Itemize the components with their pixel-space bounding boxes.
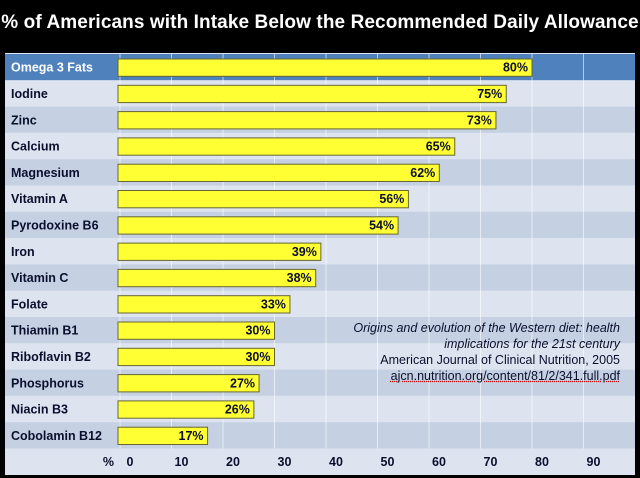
citation-url: ajcn.nutrition.org/content/81/2/341.full… — [390, 369, 620, 383]
bar — [117, 426, 209, 446]
category-label: Iron — [11, 245, 35, 259]
tick-label: 60 — [432, 455, 446, 469]
row-band — [5, 369, 635, 396]
category-label: Thiamin B1 — [11, 324, 78, 338]
value-label: 33% — [261, 297, 286, 311]
category-label: Vitamin A — [11, 192, 68, 206]
tick-label: 40 — [329, 455, 343, 469]
axis-label: % — [103, 455, 114, 469]
bar — [117, 163, 440, 182]
bar — [117, 321, 275, 340]
category-label: Vitamin C — [11, 271, 68, 285]
tick-label: 20 — [226, 455, 240, 469]
value-label: 17% — [179, 429, 204, 443]
bar — [117, 295, 291, 314]
tick-label: 70 — [484, 455, 498, 469]
bar — [117, 242, 322, 261]
bar — [117, 216, 399, 235]
bar — [117, 268, 317, 288]
category-label: Phosphorus — [11, 376, 84, 390]
value-label: 27% — [230, 376, 255, 390]
value-label: 26% — [225, 403, 250, 417]
bar — [117, 84, 507, 104]
tick-label: 10 — [175, 455, 189, 469]
tick-label: 30 — [278, 455, 292, 469]
value-label: 56% — [379, 192, 404, 206]
category-label: Magnesium — [11, 166, 80, 180]
tick-label: 0 — [127, 455, 134, 469]
row-band — [5, 290, 635, 317]
row-band — [5, 317, 635, 344]
category-label: Pyrodoxine B6 — [11, 218, 99, 232]
category-label: Omega 3 Fats — [11, 61, 93, 75]
citation-title-line2: implications for the 21st century — [444, 337, 620, 351]
chart-title: % of Americans with Intake Below the Rec… — [1, 12, 639, 33]
value-label: 73% — [467, 113, 492, 127]
value-label: 39% — [292, 245, 317, 259]
row-band — [5, 422, 635, 449]
row-band — [5, 264, 635, 291]
category-label: Iodine — [11, 87, 48, 101]
value-label: 30% — [245, 350, 270, 364]
tick-label: 50 — [381, 455, 395, 469]
value-label: 54% — [369, 218, 394, 232]
row-band — [5, 395, 635, 423]
category-label: Calcium — [11, 140, 60, 154]
value-label: 38% — [287, 271, 312, 285]
category-label: Niacin B3 — [11, 403, 68, 417]
bar — [117, 347, 275, 367]
category-label: Riboflavin B2 — [11, 350, 91, 364]
category-label: Cobolamin B12 — [11, 429, 102, 443]
value-label: 30% — [245, 324, 270, 338]
category-label: Zinc — [11, 113, 37, 127]
category-label: Folate — [11, 297, 48, 311]
value-label: 62% — [410, 166, 435, 180]
bar — [117, 374, 260, 393]
citation-journal: American Journal of Clinical Nutrition, … — [380, 353, 620, 367]
tick-label: 80 — [535, 455, 549, 469]
tick-label: 90 — [587, 455, 601, 469]
value-label: 80% — [503, 61, 528, 75]
bar — [117, 111, 497, 130]
row-band — [5, 448, 635, 475]
value-label: 75% — [477, 87, 502, 101]
bar — [117, 190, 409, 209]
bar — [117, 58, 533, 77]
citation-block: Origins and evolution of the Western die… — [302, 320, 620, 384]
value-label: 65% — [426, 140, 451, 154]
bar — [117, 137, 456, 156]
bar — [117, 400, 255, 419]
row-band — [5, 343, 635, 370]
citation-title-line1: Origins and evolution of the Western die… — [353, 321, 620, 335]
